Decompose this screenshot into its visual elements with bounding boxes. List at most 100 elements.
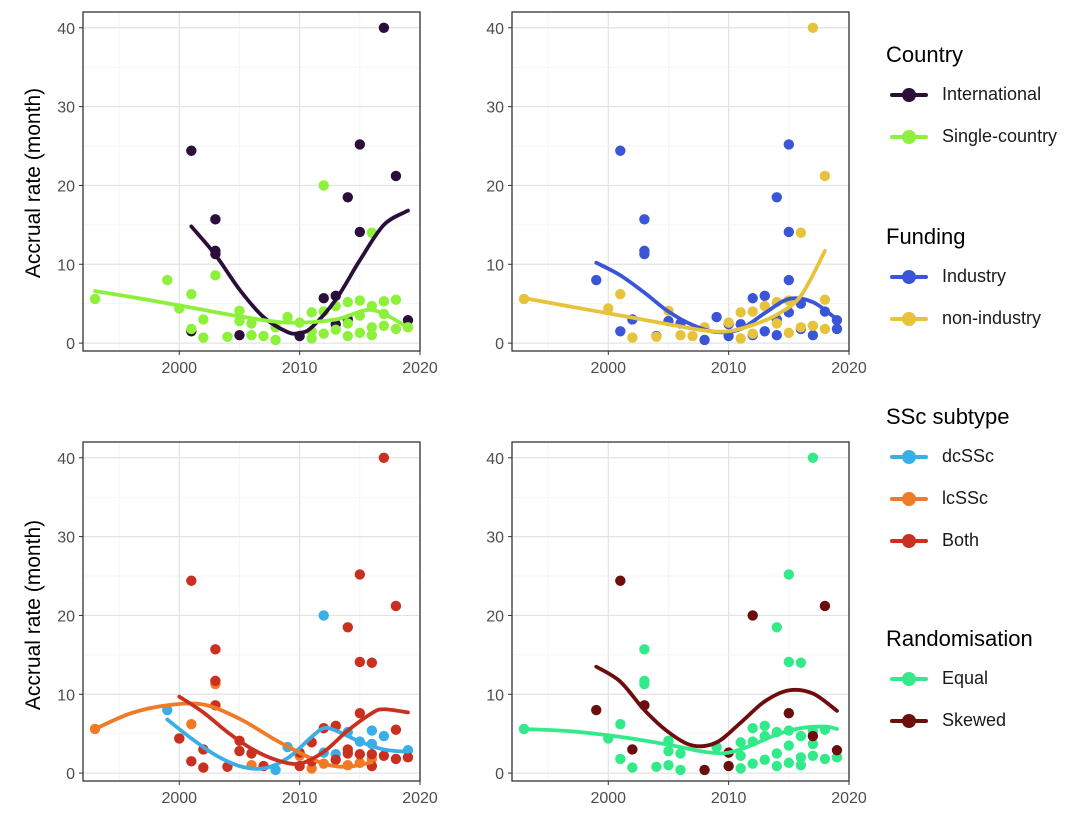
data-point-both (342, 748, 353, 759)
series-single-country (89, 180, 414, 346)
data-point-industry (759, 290, 770, 302)
data-point-single-country (210, 270, 221, 281)
panel-bottom-left: 0 10 20 30 40 2000 2010 2020 (57, 441, 438, 807)
y-tick-label: 10 (486, 257, 504, 274)
panel-bottom-right: 0 10 20 30 40 2000 2010 2020 (486, 441, 867, 807)
data-point-non-industry (627, 332, 638, 343)
data-point-single-country (246, 330, 257, 341)
data-point-non-industry (819, 294, 831, 305)
legend-funding: Funding Industry non-industry (886, 224, 1041, 348)
data-point-both (354, 656, 366, 668)
data-point-both (354, 708, 366, 719)
trend-line-both (177, 694, 410, 766)
trend-line-skewed (594, 664, 839, 749)
data-point-equal (639, 678, 650, 690)
legend-label-international: International (942, 84, 1042, 104)
data-point-both (366, 748, 378, 760)
data-point-single-country (234, 305, 245, 316)
y-tick-label: 40 (486, 451, 504, 468)
plot-area (518, 22, 843, 346)
plot-area (89, 22, 414, 346)
panel-top-left: 0 10 20 30 40 2000 2010 2020 (57, 11, 438, 377)
legend-label-industry: Industry (942, 266, 1007, 286)
data-point-equal (747, 758, 758, 769)
data-point-skewed (819, 600, 831, 612)
legend-title-randomisation: Randomisation (886, 626, 1033, 651)
panel-border (511, 441, 850, 782)
trend-line-dcssc (165, 717, 410, 771)
data-point-both (354, 748, 366, 760)
y-tick-label: 40 (486, 21, 504, 38)
x-tick-label: 2000 (161, 790, 197, 807)
data-point-equal (759, 754, 770, 765)
data-point-equal (615, 753, 626, 765)
data-point-non-industry (747, 328, 758, 339)
data-point-equal (795, 730, 807, 742)
data-point-industry (783, 274, 795, 286)
data-point-single-country (222, 331, 233, 343)
legend-label-lcssc: lcSSc (942, 488, 989, 508)
y-tick-label: 20 (486, 178, 504, 195)
data-point-single-country (330, 324, 341, 335)
y-axis-label-top: Accrual rate (month) (22, 88, 45, 278)
data-point-equal (627, 762, 638, 773)
legend-ssc-subtype: SSc subtype dcSSc lcSSc Both (886, 404, 1010, 570)
data-point-non-industry (735, 333, 746, 344)
trend-line-international (189, 208, 410, 336)
trend-line-lcssc (93, 701, 374, 769)
x-tick-label: 2020 (402, 360, 438, 377)
legend-key-single-country (886, 124, 932, 150)
legend-item-international: International (886, 82, 1041, 124)
data-point-single-country (342, 296, 353, 308)
series-equal (518, 452, 843, 776)
data-point-both (174, 733, 185, 744)
data-point-equal (615, 719, 626, 730)
trend-line-single-country (93, 289, 410, 330)
data-point-skewed (615, 575, 626, 586)
x-tick-label: 2020 (402, 790, 438, 807)
data-point-single-country (378, 320, 390, 331)
data-point-single-country (390, 323, 402, 335)
data-point-industry (759, 326, 770, 337)
legend-label-single-country: Single-country (942, 126, 1058, 146)
data-point-both (366, 657, 378, 668)
data-point-skewed (723, 760, 734, 772)
data-point-single-country (354, 327, 366, 339)
data-point-equal (807, 738, 819, 750)
data-point-equal (771, 760, 782, 772)
data-point-single-country (186, 289, 197, 300)
data-point-single-country (306, 333, 317, 344)
data-point-single-country (282, 311, 293, 323)
legend-item-lcssc: lcSSc (886, 486, 1010, 528)
y-tick-label: 10 (57, 257, 75, 274)
data-point-non-industry (651, 331, 662, 343)
data-point-equal (735, 763, 746, 774)
data-point-skewed (831, 745, 843, 756)
data-point-both (186, 575, 197, 586)
data-point-industry (591, 274, 602, 286)
data-point-single-country (342, 330, 353, 342)
data-point-skewed (699, 764, 710, 776)
legend-dot-both (902, 534, 916, 548)
legend: Country International Single-country Fun… (886, 0, 1086, 819)
data-point-both (378, 750, 390, 761)
data-point-equal (747, 722, 758, 734)
y-tick-label: 30 (486, 530, 504, 547)
legend-title-country: Country (886, 42, 964, 67)
data-point-non-industry (675, 330, 686, 341)
data-point-both (342, 622, 353, 633)
plot-area (518, 452, 843, 776)
y-tick-label: 0 (66, 766, 75, 783)
y-tick-label: 0 (495, 336, 504, 353)
data-point-international (318, 292, 329, 304)
data-point-non-industry (795, 322, 807, 333)
data-point-equal (735, 750, 746, 761)
legend-dot-skewed (902, 714, 916, 728)
legend-key-non-industry (886, 306, 932, 332)
legend-item-industry: Industry (886, 264, 1006, 306)
panel-top-right: 0 10 20 30 40 2000 2010 2020 (486, 11, 867, 377)
legend-label-both: Both (942, 530, 980, 550)
x-tick-label: 2000 (161, 360, 197, 377)
y-tick-label: 20 (57, 608, 75, 625)
data-point-equal (639, 644, 650, 655)
